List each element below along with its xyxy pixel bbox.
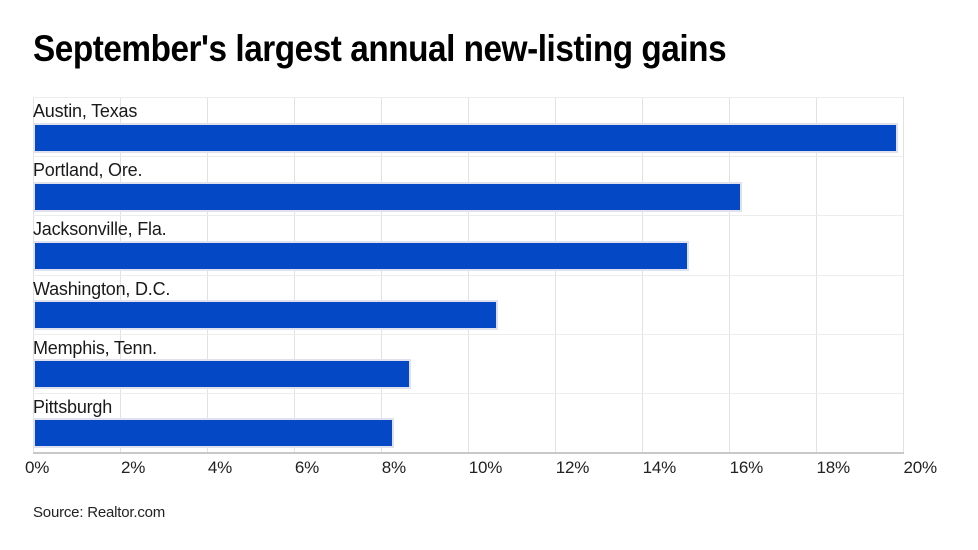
bar-jacksonville-fla [33,240,690,271]
x-tick-label-2: 2% [120,458,146,477]
category-label-jacksonville-fla: Jacksonville, Fla. [33,219,167,240]
bar-austin-texas [33,122,899,153]
row-gridline-3 [33,274,903,276]
row-gridline-2 [33,215,903,217]
bar-memphis-tenn [33,359,412,390]
x-axis: 0% 2% 4% 6% 8% 10% 12% 14% 16% 18% 20% [0,458,978,482]
x-tick-label-18: 18% [816,458,851,477]
category-label-pittsburgh: Pittsburgh [33,396,113,417]
x-tick-label-4: 4% [207,458,233,477]
row-gridline-4 [33,333,903,335]
category-label-washington-d-c: Washington, D.C. [33,278,171,299]
source-note: Source: Realtor.com [33,504,166,521]
v-gridline-20 [902,97,904,452]
x-tick-label-14: 14% [642,458,677,477]
x-axis-line [33,452,904,454]
category-label-portland-ore: Portland, Ore. [33,160,143,181]
x-tick-label-12: 12% [555,458,590,477]
x-tick-label-10: 10% [468,458,503,477]
row-gridline-5 [33,392,903,394]
x-tick-label-20: 20% [903,458,938,477]
x-tick-label-6: 6% [294,458,320,477]
category-label-memphis-tenn: Memphis, Tenn. [33,337,157,358]
x-tick-label-16: 16% [729,458,764,477]
row-gridline-1 [33,156,903,158]
x-tick-label-0: 0% [25,458,50,477]
chart-title: September's largest annual new-listing g… [33,28,727,69]
bar-pittsburgh [33,418,394,449]
row-gridline-0 [33,97,903,98]
bar-washington-d-c [33,300,499,330]
bar-portland-ore [33,181,742,212]
category-label-austin-texas: Austin, Texas [33,101,138,121]
plot-area: Austin, Texas Portland, Ore. Jacksonville,… [33,97,904,452]
x-tick-label-8: 8% [381,458,406,477]
